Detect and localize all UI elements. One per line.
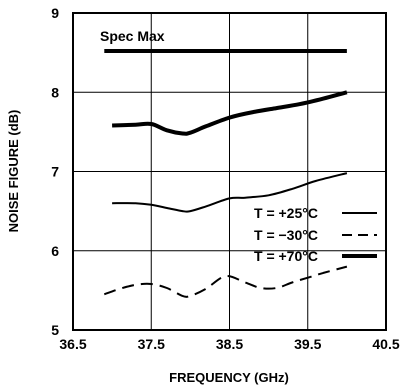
grid — [73, 13, 386, 330]
series-lines — [103, 90, 348, 298]
legend: T = +25°C T = −30°C T = +70°C — [254, 205, 377, 264]
plot-frame — [72, 12, 387, 331]
x-tick-label: 37.5 — [138, 336, 165, 352]
x-tick-label: 38.5 — [216, 336, 243, 352]
x-tick-label: 39.5 — [294, 336, 321, 352]
y-tick-label: 7 — [51, 164, 59, 180]
spec-max-label: Spec Max — [100, 28, 165, 44]
x-tick-labels: 36.5 37.5 38.5 39.5 40.5 — [59, 336, 399, 352]
legend-label-3: T = +70°C — [254, 248, 318, 264]
x-tick-label: 40.5 — [372, 336, 399, 352]
series-line-1 — [112, 172, 348, 213]
series-line-2 — [103, 265, 348, 298]
legend-label-1: T = +25°C — [254, 205, 318, 221]
x-tick-label: 36.5 — [59, 336, 86, 352]
series-line-3 — [112, 90, 348, 136]
y-tick-label: 8 — [51, 84, 59, 100]
x-axis-title: FREQUENCY (GHz) — [169, 370, 289, 385]
y-tick-labels: 5 6 7 8 9 — [51, 5, 59, 338]
y-tick-label: 5 — [51, 322, 59, 338]
y-axis-title: NOISE FIGURE (dB) — [6, 110, 21, 233]
spec-max-annotation: Spec Max — [100, 28, 347, 54]
y-tick-label: 9 — [51, 5, 59, 21]
y-tick-label: 6 — [51, 243, 59, 259]
legend-label-2: T = −30°C — [254, 227, 318, 243]
